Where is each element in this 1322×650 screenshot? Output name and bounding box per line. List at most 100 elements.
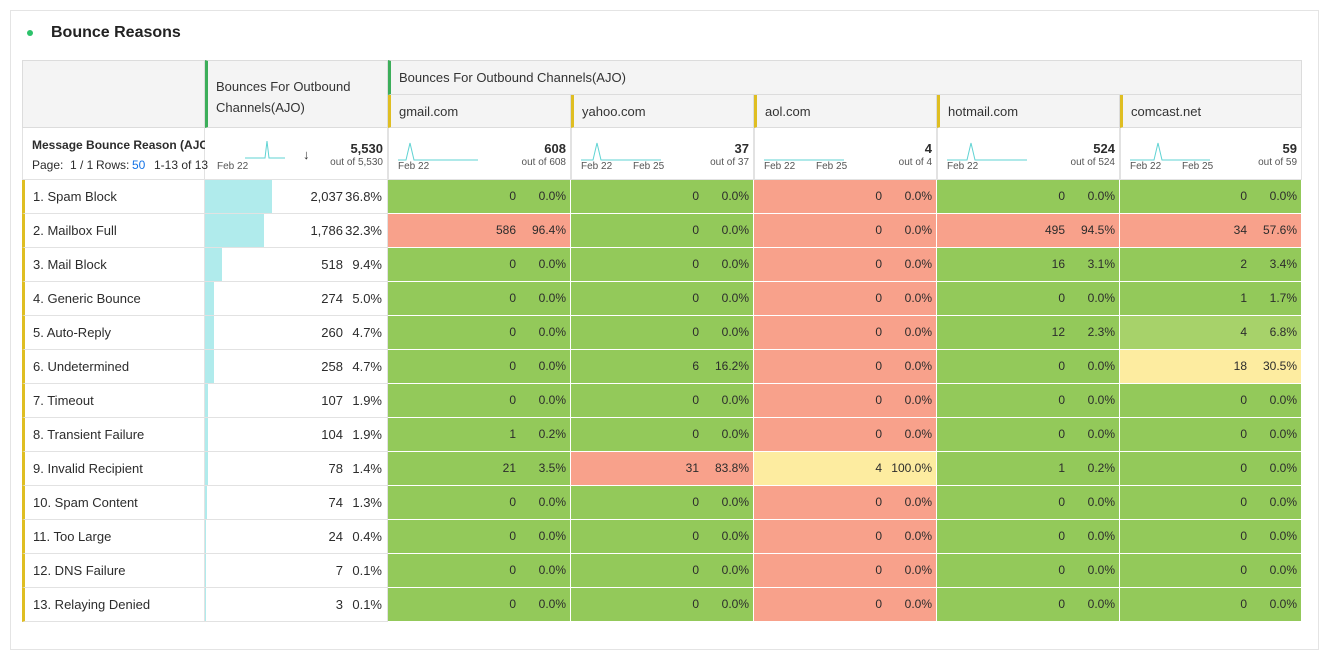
column-total: 608 <box>388 141 566 156</box>
cell-percent: 0.0% <box>571 291 749 305</box>
total-percent: 1.4% <box>205 461 382 476</box>
row-label[interactable]: 10. Spam Content <box>22 486 205 520</box>
cell-percent: 3.5% <box>388 461 566 475</box>
cell-percent: 0.0% <box>388 597 566 611</box>
breakdown-header: Bounces For Outbound Channels(AJO) <box>388 60 1302 95</box>
total-percent: 0.1% <box>205 597 382 612</box>
header-corner <box>22 60 205 128</box>
row-label[interactable]: 1. Spam Block <box>22 180 205 214</box>
cell-percent: 0.0% <box>937 495 1115 509</box>
column-out-of: out of 59 <box>1120 157 1297 168</box>
cell-percent: 0.0% <box>571 223 749 237</box>
cell-percent: 0.0% <box>1120 393 1297 407</box>
cell-percent: 0.0% <box>1120 461 1297 475</box>
column-total: 37 <box>571 141 749 156</box>
cell-percent: 0.0% <box>571 495 749 509</box>
cell-percent: 0.0% <box>754 529 932 543</box>
cell-percent: 0.0% <box>937 563 1115 577</box>
column-header[interactable]: yahoo.com <box>571 95 754 128</box>
cell-percent: 0.0% <box>571 325 749 339</box>
page-label: Page: <box>32 158 63 172</box>
cell-percent: 0.0% <box>1120 563 1297 577</box>
total-percent: 1.9% <box>205 393 382 408</box>
cell-percent: 96.4% <box>388 223 566 237</box>
cell-percent: 83.8% <box>571 461 749 475</box>
total-percent: 32.3% <box>205 223 382 238</box>
cell-percent: 0.0% <box>937 393 1115 407</box>
cell-percent: 3.1% <box>937 257 1115 271</box>
row-label[interactable]: 6. Undetermined <box>22 350 205 384</box>
column-out-of: out of 608 <box>388 157 566 168</box>
row-label[interactable]: 8. Transient Failure <box>22 418 205 452</box>
total-percent: 4.7% <box>205 359 382 374</box>
column-header[interactable]: aol.com <box>754 95 937 128</box>
total-percent: 36.8% <box>205 189 382 204</box>
column-total: 4 <box>754 141 932 156</box>
cell-percent: 94.5% <box>937 223 1115 237</box>
cell-percent: 0.0% <box>754 257 932 271</box>
cell-percent: 0.0% <box>937 291 1115 305</box>
row-label[interactable]: 3. Mail Block <box>22 248 205 282</box>
total-percent: 0.4% <box>205 529 382 544</box>
cell-percent: 100.0% <box>754 461 932 475</box>
cell-percent: 0.0% <box>388 325 566 339</box>
cell-percent: 0.0% <box>388 563 566 577</box>
cell-percent: 6.8% <box>1120 325 1297 339</box>
row-label[interactable]: 12. DNS Failure <box>22 554 205 588</box>
cell-percent: 0.0% <box>754 597 932 611</box>
cell-percent: 0.0% <box>388 257 566 271</box>
cell-percent: 0.0% <box>1120 495 1297 509</box>
row-label[interactable]: 11. Too Large <box>22 520 205 554</box>
row-label[interactable]: 9. Invalid Recipient <box>22 452 205 486</box>
row-range: 1-13 of 13 <box>154 158 208 172</box>
cell-percent: 0.0% <box>754 563 932 577</box>
cell-percent: 0.0% <box>754 223 932 237</box>
column-out-of: out of 5,530 <box>205 157 383 168</box>
cell-percent: 0.0% <box>754 427 932 441</box>
cell-percent: 0.0% <box>937 427 1115 441</box>
row-label[interactable]: 5. Auto-Reply <box>22 316 205 350</box>
row-label[interactable]: 4. Generic Bounce <box>22 282 205 316</box>
cell-percent: 0.0% <box>1120 189 1297 203</box>
cell-percent: 0.0% <box>754 393 932 407</box>
column-header[interactable]: comcast.net <box>1120 95 1302 128</box>
column-header[interactable]: gmail.com <box>388 95 571 128</box>
cell-percent: 0.0% <box>937 597 1115 611</box>
column-total: 59 <box>1120 141 1297 156</box>
cell-percent: 57.6% <box>1120 223 1297 237</box>
cell-percent: 0.0% <box>754 359 932 373</box>
row-label[interactable]: 7. Timeout <box>22 384 205 418</box>
page-value: 1 / 1 <box>70 158 93 172</box>
column-out-of: out of 524 <box>937 157 1115 168</box>
rows-value[interactable]: 50 <box>132 158 145 172</box>
column-header[interactable]: hotmail.com <box>937 95 1120 128</box>
cell-percent: 0.2% <box>937 461 1115 475</box>
cell-percent: 0.0% <box>754 325 932 339</box>
cell-percent: 2.3% <box>937 325 1115 339</box>
cell-percent: 3.4% <box>1120 257 1297 271</box>
total-percent: 4.7% <box>205 325 382 340</box>
cell-percent: 0.0% <box>937 529 1115 543</box>
dimension-summary <box>22 128 205 180</box>
column-out-of: out of 37 <box>571 157 749 168</box>
cell-percent: 16.2% <box>571 359 749 373</box>
cell-percent: 0.0% <box>754 189 932 203</box>
cell-percent: 0.0% <box>571 597 749 611</box>
row-label[interactable]: 2. Mailbox Full <box>22 214 205 248</box>
cell-percent: 0.0% <box>937 359 1115 373</box>
cell-percent: 0.0% <box>388 291 566 305</box>
cell-percent: 0.0% <box>388 189 566 203</box>
cell-percent: 0.0% <box>754 495 932 509</box>
cell-percent: 0.0% <box>388 359 566 373</box>
row-label[interactable]: 13. Relaying Denied <box>22 588 205 622</box>
cell-percent: 0.0% <box>571 257 749 271</box>
cell-percent: 0.0% <box>754 291 932 305</box>
rows-label: Rows: <box>96 158 129 172</box>
cell-percent: 0.0% <box>937 189 1115 203</box>
cell-percent: 0.0% <box>1120 529 1297 543</box>
column-total: 524 <box>937 141 1115 156</box>
cell-percent: 0.0% <box>388 529 566 543</box>
total-percent: 9.4% <box>205 257 382 272</box>
cell-percent: 0.0% <box>1120 597 1297 611</box>
